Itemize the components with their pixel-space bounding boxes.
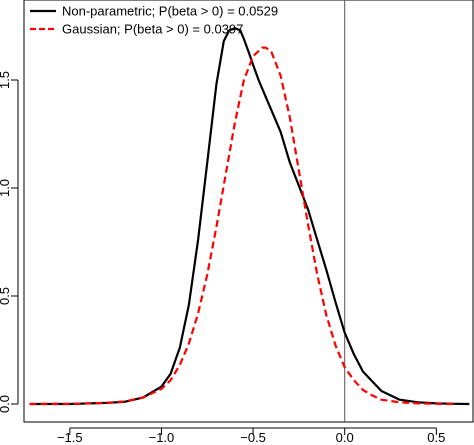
y-tick-label: 0.5 — [0, 287, 12, 305]
series-line-non-parametric — [29, 27, 470, 406]
y-tick-label: 0.0 — [0, 395, 12, 413]
legend-label-1: Gaussian; P(beta > 0) = 0.0397 — [62, 22, 243, 37]
y-axis: 0.0 0.5 1.0 1.5 — [0, 71, 19, 413]
y-tick-label: 1.5 — [0, 71, 12, 89]
y-tick-label: 1.0 — [0, 179, 12, 197]
x-tick-label: −1.5 — [57, 430, 83, 445]
series-line-gaussian — [29, 46, 455, 406]
x-axis: −1.5 −1.0 −0.5 0.0 0.5 — [57, 427, 445, 445]
x-tick-label: −0.5 — [240, 430, 266, 445]
series-layer — [29, 27, 470, 406]
x-tick-label: 0.5 — [427, 430, 445, 445]
x-tick-label: 0.0 — [336, 430, 354, 445]
plot-frame — [23, 0, 474, 423]
legend: Non-parametric; P(beta > 0) = 0.0529 Gaus… — [30, 4, 278, 37]
x-tick-label: −1.0 — [149, 430, 175, 445]
legend-label-0: Non-parametric; P(beta > 0) = 0.0529 — [62, 4, 278, 19]
